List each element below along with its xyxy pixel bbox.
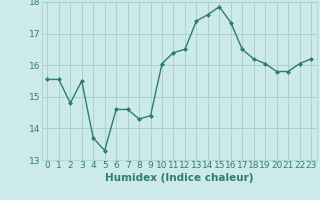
X-axis label: Humidex (Indice chaleur): Humidex (Indice chaleur)	[105, 173, 253, 183]
